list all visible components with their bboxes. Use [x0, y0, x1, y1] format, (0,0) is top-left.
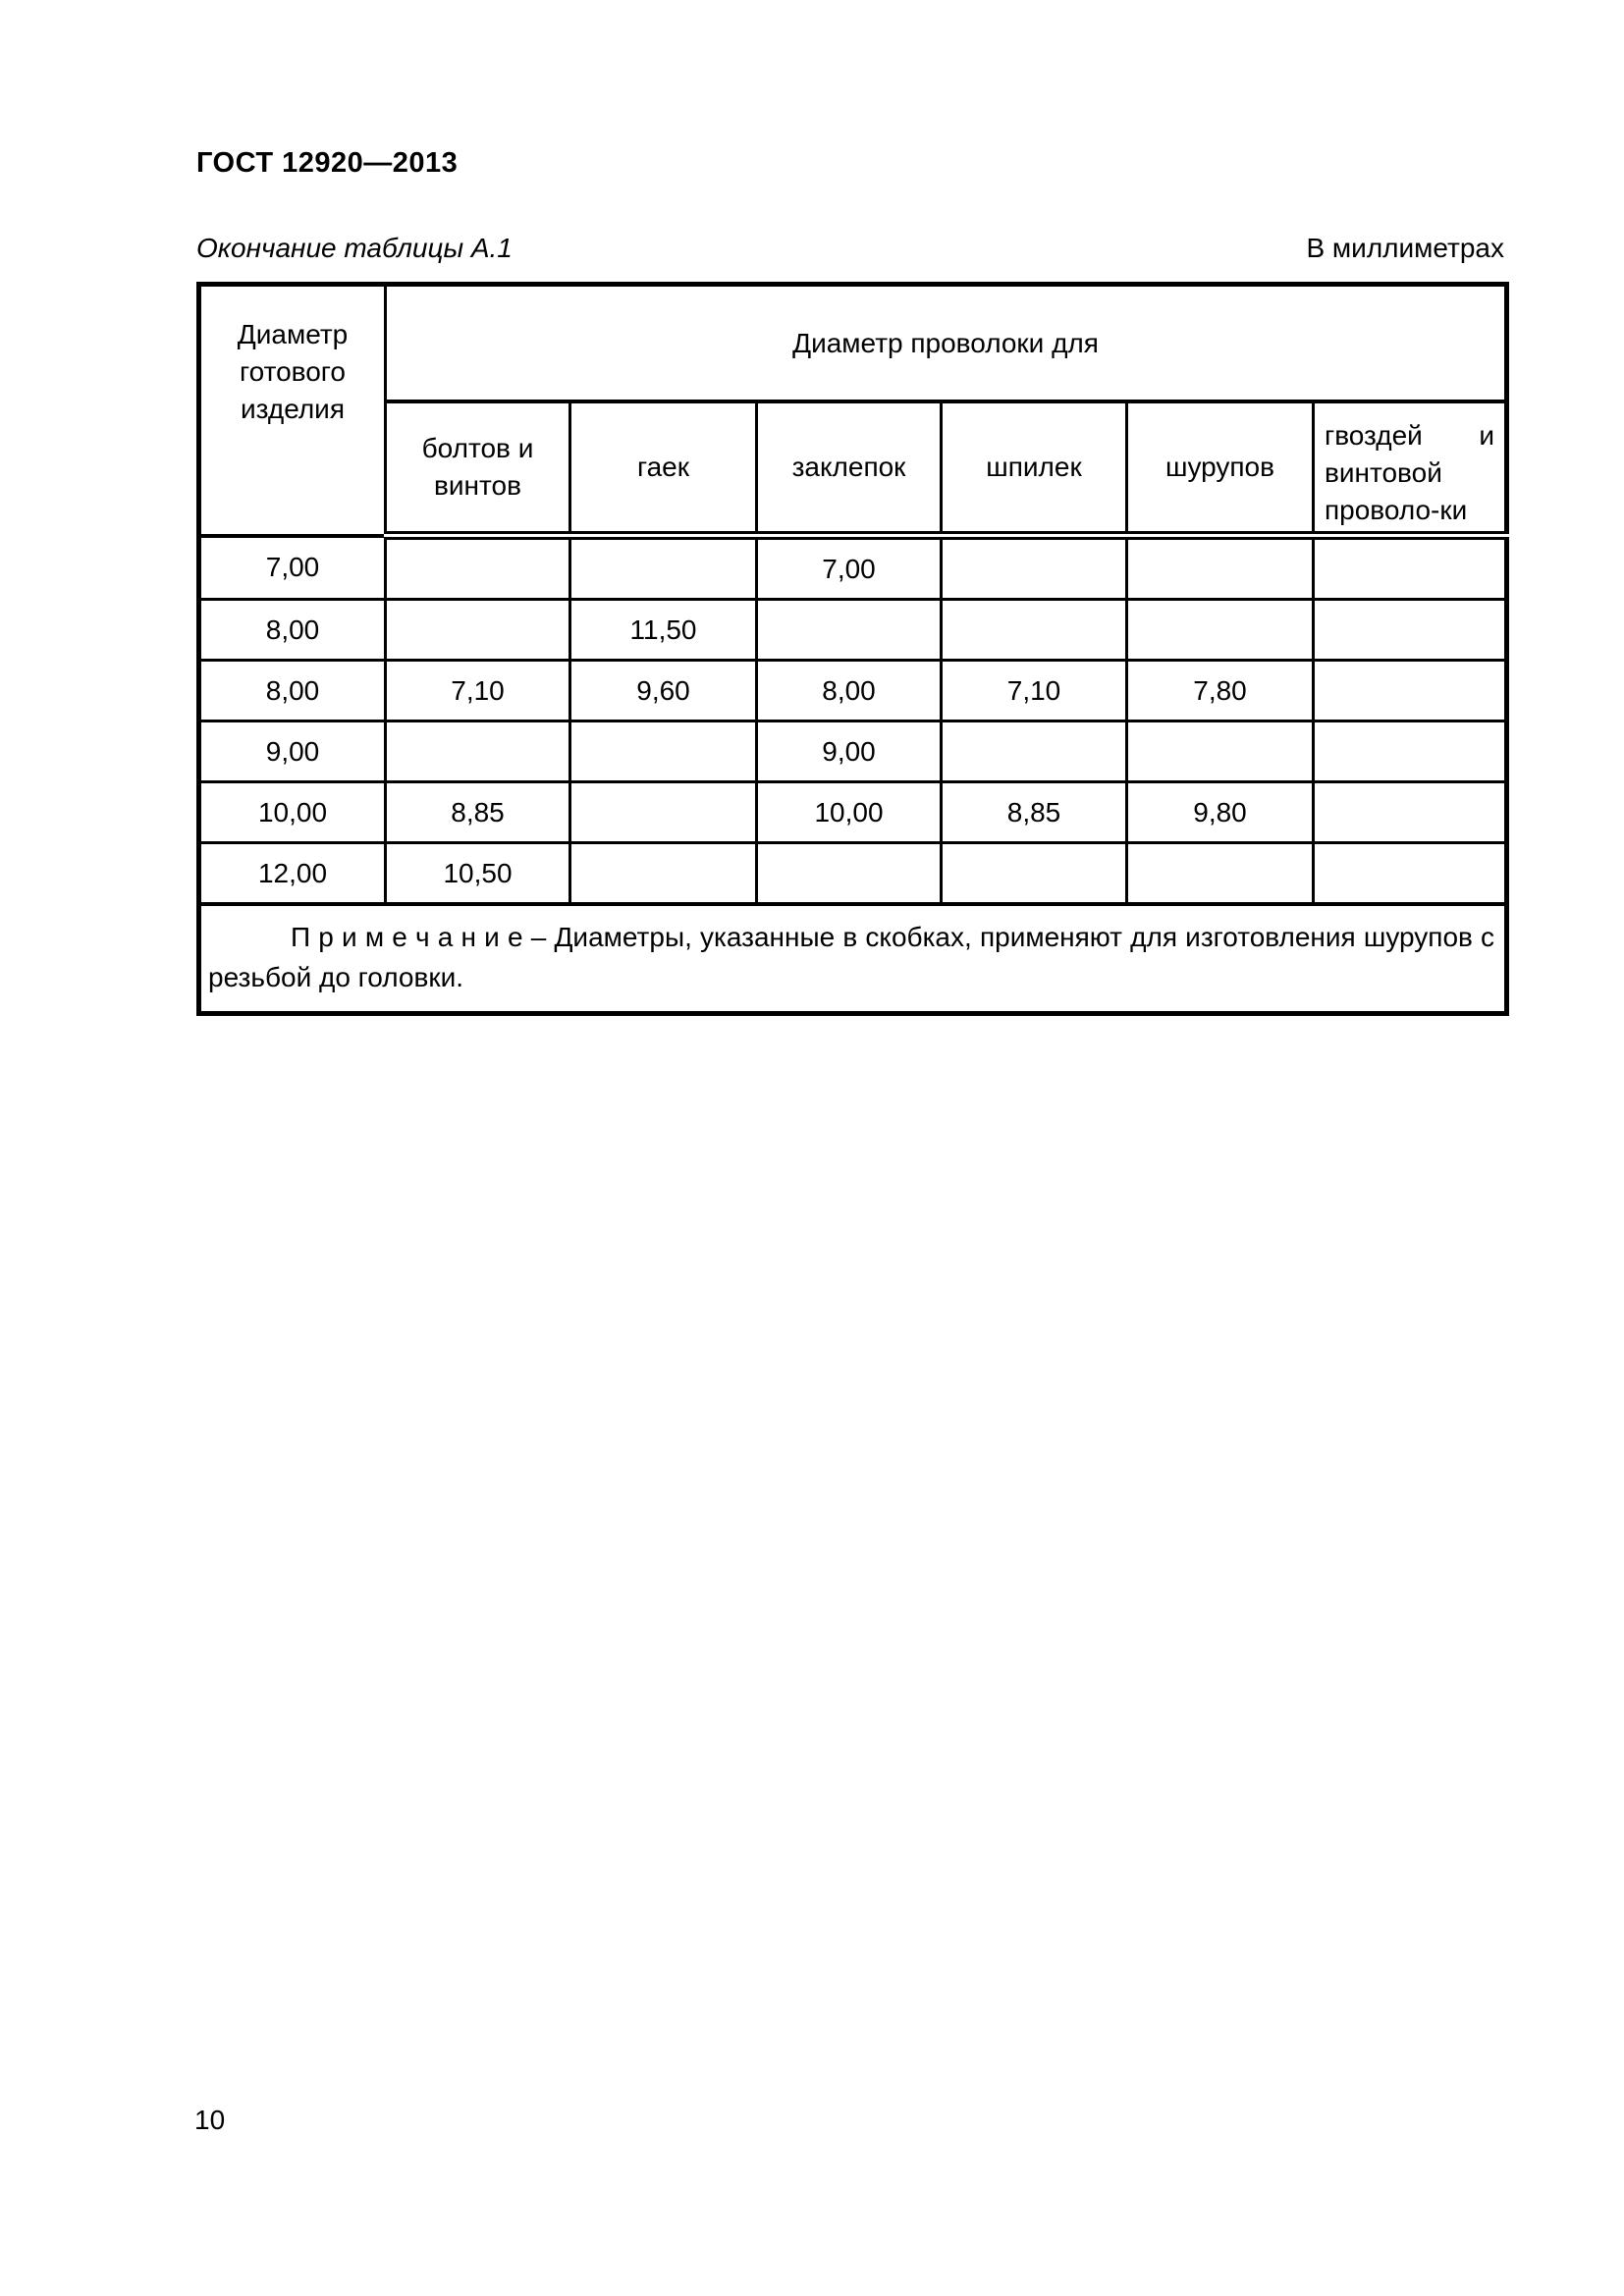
table-row: 7,00 7,00 [197, 534, 1509, 601]
table-cell: 11,50 [568, 598, 758, 662]
table-cell: 8,00 [197, 598, 387, 662]
table-row: 12,00 10,50 [197, 841, 1509, 906]
table-row: 8,00 11,50 [197, 598, 1509, 662]
table-cell: 7,10 [384, 659, 571, 722]
table-cell: 7,10 [940, 659, 1128, 722]
wire-diameter-table: Диаметр готового изделия Диаметр проволо… [196, 282, 1510, 1017]
table-cell [1125, 534, 1315, 601]
table-cell [940, 534, 1128, 601]
table-cell [1311, 720, 1509, 783]
table-cell: 9,60 [568, 659, 758, 722]
column-header-screws: шурупов [1125, 400, 1315, 540]
table-cell [384, 598, 571, 662]
table-cell [568, 841, 758, 906]
column-header-bolts: болтов и винтов [384, 400, 571, 540]
table-cell [384, 534, 571, 601]
note-cell: П р и м е ч а н и е – Диаметры, указанны… [196, 902, 1509, 1016]
group-header-row: Диаметр готового изделия Диаметр проволо… [197, 283, 1509, 538]
table-cell: 12,00 [197, 841, 387, 906]
table-cell: 7,00 [197, 534, 387, 601]
table-row: 10,00 8,85 10,00 8,85 9,80 [197, 780, 1509, 844]
table-cell [1311, 534, 1509, 601]
table-cell [940, 598, 1128, 662]
table-row: 8,00 7,10 9,60 8,00 7,10 7,80 [197, 659, 1509, 722]
column-header-studs: шпилек [940, 400, 1128, 540]
table-cell [568, 780, 758, 844]
table-note: П р и м е ч а н и е – Диаметры, указанны… [208, 922, 1495, 992]
table-cell [1311, 659, 1509, 722]
group-header-cell: Диаметр проволоки для [383, 283, 1509, 403]
table-cell [1311, 841, 1509, 906]
corner-header-cell: Диаметр готового изделия [197, 283, 387, 538]
table-cell: 8,85 [940, 780, 1128, 844]
table-cell: 7,80 [1125, 659, 1315, 722]
table-cell: 8,85 [384, 780, 571, 844]
column-header-rivets: заклепок [755, 400, 943, 540]
table-cell [755, 841, 943, 906]
table-cell: 9,80 [1125, 780, 1315, 844]
table-cell [1125, 598, 1315, 662]
table-cell: 9,00 [755, 720, 943, 783]
table-row: 9,00 9,00 [197, 720, 1509, 783]
table-cell [384, 720, 571, 783]
doc-code-heading: ГОСТ 12920—2013 [196, 147, 459, 179]
table-cell [1125, 841, 1315, 906]
table-cell: 7,00 [755, 534, 943, 601]
table-cell [940, 720, 1128, 783]
table-cell: 10,00 [197, 780, 387, 844]
units-label: В миллиметрах [1306, 233, 1504, 263]
page-number: 10 [194, 2105, 226, 2135]
table-cell: 9,00 [197, 720, 387, 783]
note-row: П р и м е ч а н и е – Диаметры, указанны… [196, 902, 1509, 1016]
table-cell: 10,50 [384, 841, 571, 906]
table-cell [568, 720, 758, 783]
table-body: 7,00 7,00 8,00 11,50 8,00 7,10 9,60 8,00 7,10 7,8… [197, 534, 1509, 906]
table-cell [1311, 598, 1509, 662]
column-header-nuts: гаек [568, 400, 758, 540]
table-cell: 8,00 [197, 659, 387, 722]
table-cell: 10,00 [755, 780, 943, 844]
table-cell [940, 841, 1128, 906]
sub-header-row: болтов и винтов гаек заклепок шпилек шур… [199, 400, 1509, 540]
table-cell [568, 534, 758, 601]
table-cell [1311, 780, 1509, 844]
table-cell: 8,00 [755, 659, 943, 722]
table-cell [755, 598, 943, 662]
table-cell [1125, 720, 1315, 783]
table-caption-row: Окончание таблицы А.1 В миллиметрах [196, 233, 1504, 264]
column-header-nails-wire: гвоздей и винтовой проволо-ки [1311, 400, 1509, 540]
table-caption: Окончание таблицы А.1 [196, 233, 513, 263]
